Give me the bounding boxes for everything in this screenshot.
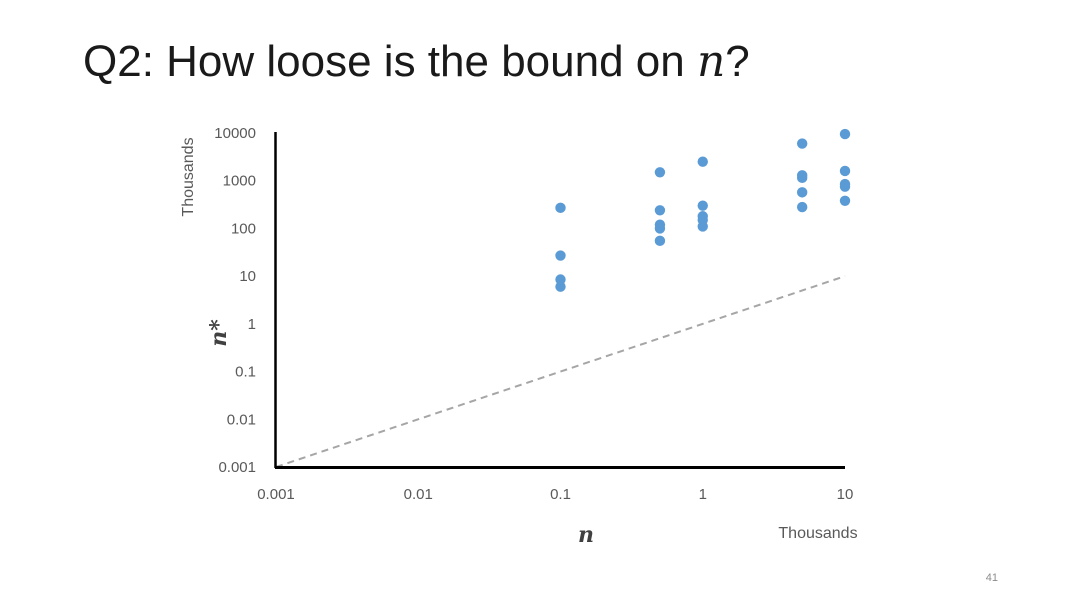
x-tick-label: 0.1 — [550, 486, 571, 503]
data-point — [555, 202, 566, 214]
y-tick-label: 0.001 — [218, 459, 256, 476]
x-tick-label: 0.01 — [404, 486, 433, 503]
data-points — [555, 128, 851, 292]
data-point — [697, 200, 708, 211]
axes — [274, 132, 845, 469]
slide-title-variable: n — [696, 36, 726, 87]
y-tick-label: 0.1 — [235, 364, 256, 381]
y-tick-label: 0.01 — [227, 411, 256, 428]
data-point — [697, 156, 708, 167]
x-tick-labels: 0.001 0.01 0.1 1 10 — [257, 486, 853, 503]
data-point — [839, 195, 851, 206]
y-tick-label: 1000 — [223, 173, 256, 190]
data-point — [654, 223, 666, 234]
x-tick-label: 10 — [837, 486, 854, 503]
data-point — [654, 235, 666, 247]
y-tick-label: 10 — [239, 268, 256, 285]
slide-title: Q2: How loose is the bound on n? — [83, 36, 750, 87]
x-units-label: Thousands — [778, 525, 857, 542]
y-tick-label: 1 — [248, 316, 256, 333]
data-point — [654, 205, 666, 216]
data-point — [654, 167, 666, 178]
reference-line — [275, 275, 846, 468]
data-point — [555, 250, 566, 261]
x-axis-title: n — [578, 522, 594, 548]
data-point — [555, 274, 566, 285]
data-point — [839, 181, 851, 192]
data-point — [796, 201, 808, 213]
y-tick-label: 100 — [231, 220, 256, 237]
reference-line-layer — [275, 275, 846, 468]
data-point — [555, 281, 566, 292]
data-point — [796, 138, 808, 149]
y-axis-title: n* — [206, 319, 232, 347]
slide-title-text: Q2: How loose is the bound on — [83, 37, 697, 86]
data-point — [839, 165, 851, 177]
y-tick-labels: 10000 1000 100 10 1 0.1 0.01 0.001 — [214, 125, 256, 476]
data-point — [796, 172, 808, 184]
y-units-label: Thousands — [180, 137, 197, 216]
x-tick-label: 0.001 — [257, 486, 295, 503]
slide-title-suffix: ? — [725, 37, 750, 86]
x-tick-label: 1 — [699, 486, 707, 503]
data-point — [796, 187, 808, 198]
page-number: 41 — [985, 572, 998, 584]
y-tick-label: 10000 — [214, 125, 256, 142]
data-point — [697, 221, 708, 232]
data-point — [839, 128, 851, 140]
